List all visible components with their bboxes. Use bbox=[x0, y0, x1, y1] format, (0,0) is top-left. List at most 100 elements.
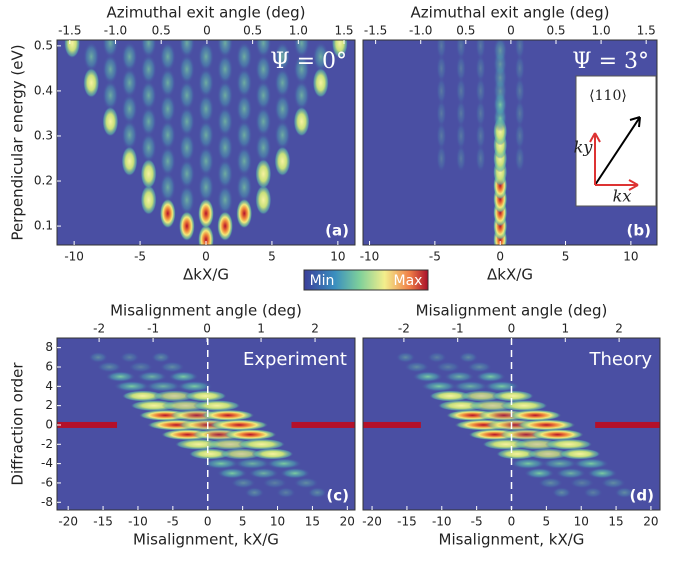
colorbar bbox=[303, 269, 429, 291]
x-tick-label: 15 bbox=[608, 515, 623, 529]
intensity-spot bbox=[167, 371, 199, 383]
x-axis-label: Misalignment, kX/G bbox=[133, 531, 279, 549]
x-tick-label: 5 bbox=[543, 515, 551, 529]
inset-direction: ⟨110⟩ bbox=[589, 88, 627, 104]
intensity-spot bbox=[140, 80, 157, 111]
x2-axis-label: Misalignment angle (deg) bbox=[416, 302, 608, 320]
intensity-spot bbox=[436, 144, 447, 173]
annotation: Theory bbox=[588, 349, 652, 370]
x2-tick-label: 1.0 bbox=[592, 24, 611, 38]
intensity-spot bbox=[466, 361, 492, 373]
x2-tick-label: -1.0 bbox=[104, 24, 127, 38]
x2-tick-label: 0.5 bbox=[243, 24, 262, 38]
intensity-spot bbox=[452, 380, 489, 392]
intensity-spot bbox=[517, 419, 576, 431]
intensity-spot bbox=[140, 158, 157, 189]
intensity-spot bbox=[265, 458, 302, 470]
intensity-spot bbox=[140, 54, 157, 85]
intensity-spot bbox=[217, 158, 234, 189]
intensity-spot bbox=[458, 351, 479, 363]
intensity-spot bbox=[159, 93, 176, 124]
intensity-spot bbox=[105, 371, 136, 383]
x-tick-label: 10 bbox=[623, 250, 638, 264]
intensity-spot bbox=[121, 93, 138, 124]
y-tick-label: 2 bbox=[45, 398, 53, 412]
intensity-spot bbox=[64, 40, 81, 59]
intensity-spot bbox=[274, 67, 291, 98]
frame bbox=[56, 337, 356, 511]
intensity-spot bbox=[436, 121, 447, 150]
intensity-spot bbox=[236, 120, 253, 151]
y-tick-label: -6 bbox=[41, 475, 53, 489]
intensity-spot bbox=[293, 106, 310, 137]
intensity-spot bbox=[274, 120, 291, 151]
x2-tick-label: -1.5 bbox=[58, 24, 81, 38]
intensity-spot bbox=[435, 361, 461, 373]
intensity-spot bbox=[144, 380, 182, 392]
intensity-spot bbox=[524, 467, 555, 479]
intensity-spot bbox=[236, 172, 253, 203]
intensity-spot bbox=[178, 158, 195, 189]
intensity-spot bbox=[475, 371, 506, 383]
intensity-spot bbox=[483, 380, 520, 392]
intensity-spot bbox=[614, 487, 635, 499]
x-tick-label: 5 bbox=[268, 250, 276, 264]
intensity-spot bbox=[151, 351, 171, 363]
x2-tick-label: -2 bbox=[398, 322, 410, 336]
heatmap-pattern bbox=[64, 40, 348, 245]
heatmap-pattern bbox=[363, 351, 660, 499]
intensity-spot bbox=[583, 487, 603, 499]
intensity-spot bbox=[475, 40, 486, 60]
intensity-spot bbox=[569, 477, 595, 489]
y-tick-label: 0.5 bbox=[34, 38, 53, 52]
x2-tick-label: 0.5 bbox=[152, 24, 171, 38]
intensity-spot bbox=[510, 458, 547, 470]
intensity-spot bbox=[176, 380, 213, 392]
intensity-spot bbox=[255, 132, 272, 163]
intensity-spot bbox=[436, 99, 447, 128]
intensity-spot bbox=[491, 390, 534, 402]
heatmap-pattern bbox=[436, 40, 525, 245]
intensity-spot bbox=[293, 40, 310, 59]
intensity-spot bbox=[331, 40, 348, 59]
intensity-spot bbox=[307, 487, 328, 499]
y-axis-label: Perpendicular energy (eV) bbox=[9, 44, 27, 240]
intensity-spot bbox=[209, 419, 269, 431]
intensity-spot bbox=[102, 54, 119, 85]
intensity-spot bbox=[436, 40, 447, 60]
x-axis-label: ΔkX/G bbox=[183, 266, 229, 284]
x2-tick-label: 1.5 bbox=[334, 24, 353, 38]
y-tick-label: 0.3 bbox=[34, 128, 53, 142]
intensity-spot bbox=[544, 438, 593, 450]
x-tick-label: -20 bbox=[58, 515, 78, 529]
panel-label: (d) bbox=[630, 487, 654, 505]
inset-ky: ky bbox=[574, 138, 594, 157]
intensity-spot bbox=[255, 184, 272, 215]
intensity-spot bbox=[234, 458, 271, 470]
intensity-spot bbox=[119, 351, 140, 363]
arrow-ky bbox=[589, 132, 601, 185]
intensity-spot bbox=[217, 80, 234, 111]
intensity-spot bbox=[312, 67, 329, 98]
x-tick-label: 5 bbox=[239, 515, 247, 529]
intensity-spot bbox=[159, 120, 176, 151]
intensity-spot bbox=[531, 429, 585, 441]
y-tick-label: -8 bbox=[41, 495, 53, 509]
annotation: Ψ = 3° bbox=[572, 49, 649, 74]
intensity-spot bbox=[159, 41, 176, 72]
intensity-spot bbox=[178, 211, 195, 242]
intensity-spot bbox=[508, 409, 562, 421]
intensity-spot bbox=[236, 198, 253, 229]
y-tick-label: 8 bbox=[45, 340, 53, 354]
intensity-spot bbox=[475, 76, 486, 105]
intensity-spot bbox=[121, 41, 138, 72]
intensity-spot bbox=[537, 477, 564, 489]
x2-tick-label: -1 bbox=[147, 322, 159, 336]
intensity-spot bbox=[121, 390, 164, 402]
intensity-spot bbox=[551, 487, 572, 499]
intensity-spot bbox=[96, 361, 122, 373]
colorbar-min: Min bbox=[310, 273, 335, 289]
intensity-spot bbox=[541, 458, 578, 470]
x2-tick-label: 0.5 bbox=[546, 24, 565, 38]
intensity-spot bbox=[500, 400, 548, 412]
